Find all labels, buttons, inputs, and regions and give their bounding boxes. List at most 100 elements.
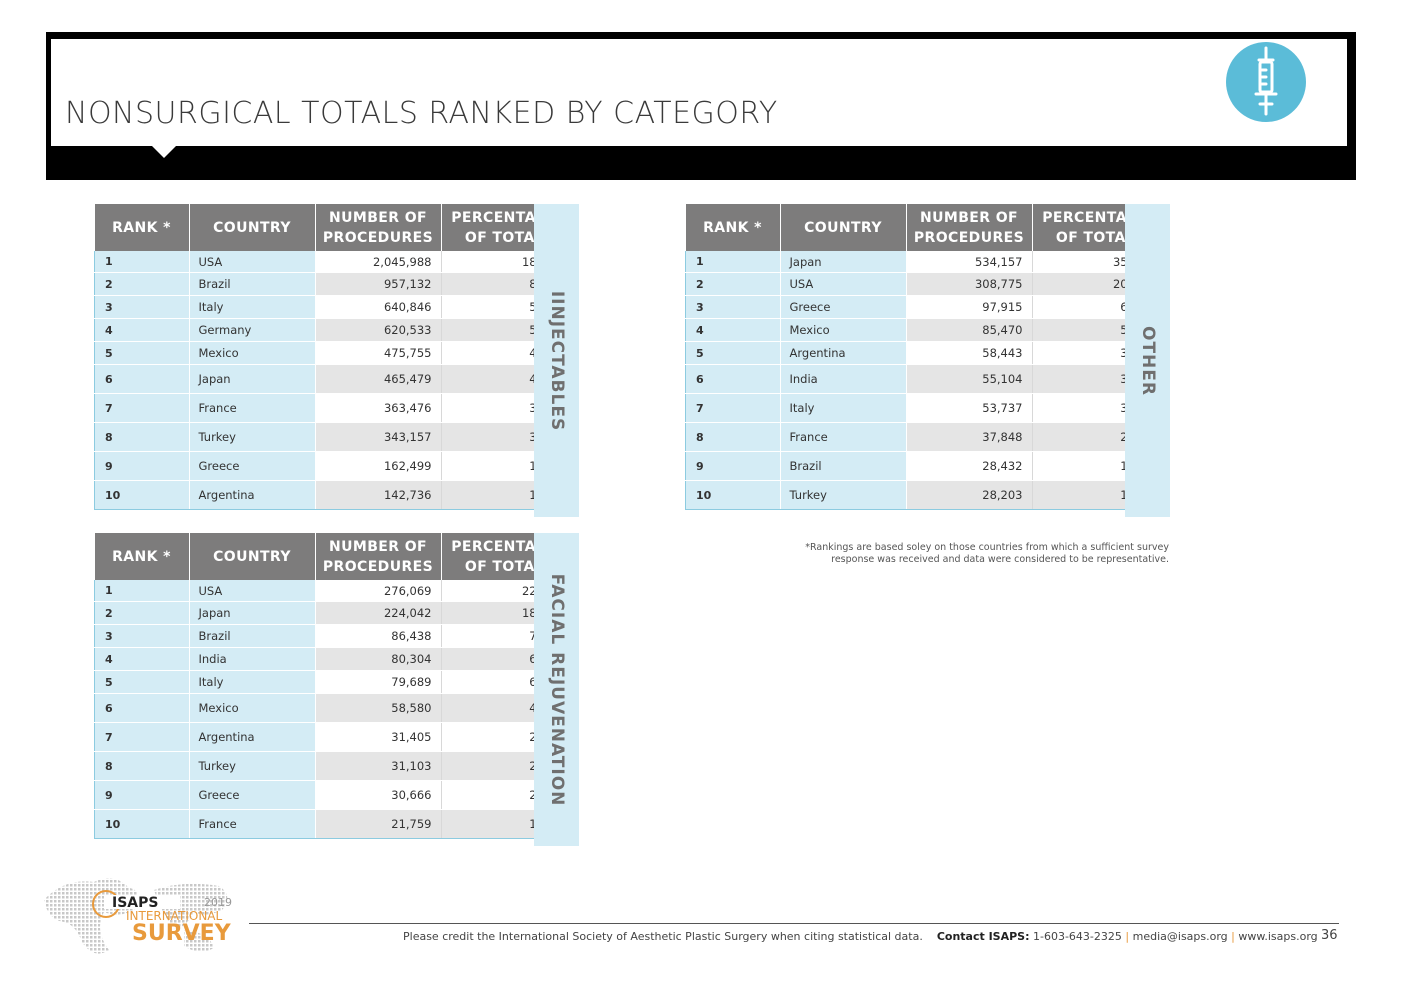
cell-country: USA: [189, 251, 316, 273]
cell-country: Brazil: [780, 451, 907, 481]
cell-country: Brazil: [189, 624, 316, 648]
cell-num: 162,499: [315, 451, 442, 481]
cell-rank: 6: [94, 693, 190, 723]
header-panel: [51, 39, 1347, 146]
cell-country: Turkey: [189, 751, 316, 781]
footer-email-link[interactable]: media@isaps.org: [1132, 930, 1228, 943]
cell-rank: 1: [94, 580, 190, 602]
col-country: COUNTRY: [189, 204, 316, 251]
cell-rank: 7: [94, 722, 190, 752]
cell-rank: 4: [685, 318, 781, 342]
cell-country: USA: [780, 272, 907, 296]
cell-country: Japan: [780, 251, 907, 273]
cell-rank: 6: [685, 364, 781, 394]
cell-rank: 3: [685, 295, 781, 319]
cell-rank: 8: [94, 751, 190, 781]
cell-rank: 2: [94, 272, 190, 296]
cell-country: Argentina: [189, 480, 316, 510]
cell-rank: 7: [94, 393, 190, 423]
header-notch: [152, 146, 176, 158]
svg-text:2019: 2019: [204, 896, 232, 909]
cell-rank: 5: [685, 341, 781, 365]
cell-country: India: [189, 647, 316, 671]
cell-rank: 10: [94, 480, 190, 510]
cell-rank: 1: [94, 251, 190, 273]
cell-rank: 8: [94, 422, 190, 452]
cell-num: 142,736: [315, 480, 442, 510]
cell-num: 343,157: [315, 422, 442, 452]
cell-num: 58,443: [906, 341, 1033, 365]
cell-rank: 6: [94, 364, 190, 394]
cell-country: Mexico: [780, 318, 907, 342]
cell-country: USA: [189, 580, 316, 602]
cell-country: Argentina: [780, 341, 907, 365]
cell-country: France: [189, 393, 316, 423]
cell-num: 620,533: [315, 318, 442, 342]
cell-num: 465,479: [315, 364, 442, 394]
cell-num: 55,104: [906, 364, 1033, 394]
table-other: RANK * COUNTRY NUMBER OF PROCEDURES PERCE…: [685, 204, 1159, 510]
svg-text:ISAPS: ISAPS: [112, 895, 158, 911]
cell-num: 21,759: [315, 809, 442, 839]
syringe-icon: [1226, 42, 1306, 122]
cell-num: 28,203: [906, 480, 1033, 510]
cell-num: 31,405: [315, 722, 442, 752]
page-number: 36: [1321, 928, 1338, 943]
cell-num: 97,915: [906, 295, 1033, 319]
col-country: COUNTRY: [189, 533, 316, 580]
col-rank: RANK *: [685, 204, 781, 251]
cell-num: 534,157: [906, 251, 1033, 273]
cell-country: Greece: [780, 295, 907, 319]
cell-num: 28,432: [906, 451, 1033, 481]
cell-num: 957,132: [315, 272, 442, 296]
footer-web-link[interactable]: www.isaps.org: [1238, 930, 1318, 943]
cell-num: 53,737: [906, 393, 1033, 423]
svg-text:INTERNATIONAL: INTERNATIONAL: [126, 909, 223, 923]
cell-rank: 1: [685, 251, 781, 273]
cell-rank: 10: [94, 809, 190, 839]
table-facial-rejuvenation: RANK * COUNTRY NUMBER OF PROCEDURES PERCE…: [94, 533, 568, 839]
cell-rank: 4: [94, 318, 190, 342]
cell-num: 86,438: [315, 624, 442, 648]
cell-num: 31,103: [315, 751, 442, 781]
col-rank: RANK *: [94, 204, 190, 251]
cell-country: Japan: [189, 601, 316, 625]
page-title: NONSURGICAL TOTALS RANKED BY CATEGORY: [65, 96, 778, 131]
cell-num: 30,666: [315, 780, 442, 810]
cell-country: Italy: [189, 295, 316, 319]
cell-country: Greece: [189, 451, 316, 481]
cell-country: Mexico: [189, 693, 316, 723]
cell-num: 79,689: [315, 670, 442, 694]
col-number: NUMBER OF PROCEDURES: [315, 533, 442, 580]
cell-rank: 5: [94, 341, 190, 365]
cell-country: Turkey: [780, 480, 907, 510]
cell-country: Brazil: [189, 272, 316, 296]
cell-rank: 3: [94, 295, 190, 319]
cell-num: 308,775: [906, 272, 1033, 296]
col-rank: RANK *: [94, 533, 190, 580]
